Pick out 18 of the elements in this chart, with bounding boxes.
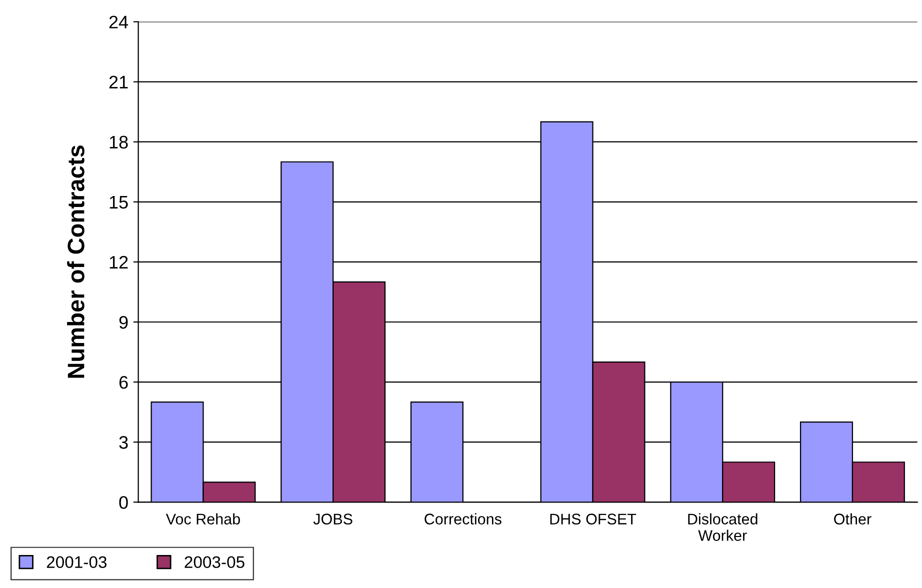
y-tick-label: 21 <box>109 76 128 88</box>
y-tick-label: 18 <box>110 136 128 149</box>
x-tick-label: DHS OFSET <box>550 514 636 524</box>
x-tick-label: Voc Rehab <box>166 513 240 524</box>
x-tick-label: Other <box>834 513 872 524</box>
y-tick-label: 12 <box>110 256 128 268</box>
legend-label: 2001-03 <box>46 556 107 568</box>
y-tick-label: 6 <box>119 376 128 389</box>
legend-label: 2003-05 <box>184 556 244 568</box>
y-axis-title: Number of Contracts <box>67 146 84 378</box>
y-tick-label: 9 <box>119 316 128 329</box>
y-tick-label: 24 <box>109 16 128 28</box>
y-tick-label: 0 <box>119 496 128 509</box>
x-tick-label: Corrections <box>424 513 502 524</box>
y-tick-label: 3 <box>119 436 128 449</box>
x-tick-label: JOBS <box>313 514 352 524</box>
y-tick-label: 15 <box>110 196 128 209</box>
x-tick-label: Dislocated Worker <box>688 513 758 541</box>
